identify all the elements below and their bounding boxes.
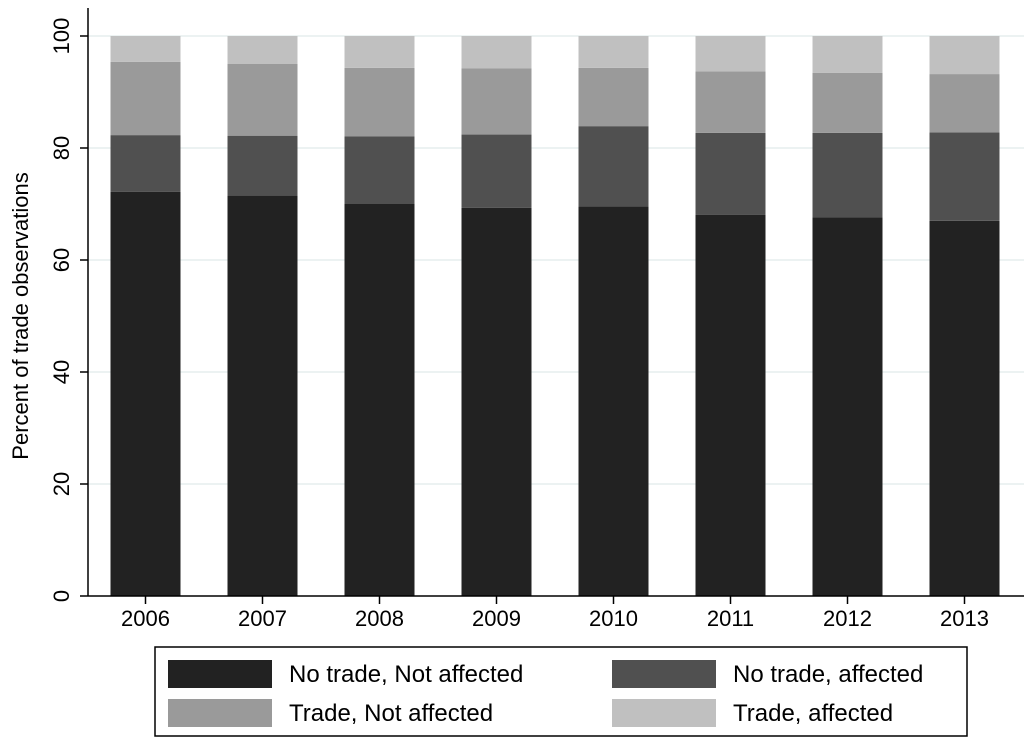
bar-segment-2009-series-1 (461, 207, 532, 597)
y-tick-label: 60 (49, 248, 74, 272)
bar-segment-2010-series-1 (578, 206, 649, 597)
bar-segment-2007-series-3 (227, 64, 298, 136)
bar-segment-2007-series-4 (227, 36, 298, 64)
bar-segment-2010-series-4 (578, 36, 649, 68)
bars (110, 36, 1000, 597)
bar-segment-2011-series-1 (695, 214, 766, 596)
bar-segment-2006-series-1 (110, 191, 181, 596)
y-tick-label: 80 (49, 136, 74, 160)
bar-segment-2009-series-4 (461, 36, 532, 69)
bar-segment-2009-series-3 (461, 68, 532, 135)
bar-segment-2012-series-4 (812, 36, 883, 73)
x-tick-label: 2010 (589, 606, 638, 631)
bar-segment-2010-series-3 (578, 67, 649, 127)
x-tick-label: 2012 (823, 606, 872, 631)
legend-label-2: No trade, affected (733, 661, 923, 688)
bar-segment-2011-series-2 (695, 132, 766, 215)
bar-segment-2011-series-3 (695, 71, 766, 133)
y-ticks: 0 20 40 60 80 100 (49, 18, 88, 602)
bar-segment-2008-series-3 (344, 67, 415, 137)
bar-segment-2013-series-2 (929, 132, 1000, 221)
bar-segment-2008-series-4 (344, 36, 415, 68)
bar-segment-2012-series-1 (812, 217, 883, 596)
bar-segment-2006-series-2 (110, 135, 181, 192)
bar-segment-2008-series-1 (344, 204, 415, 596)
legend-swatch-1 (168, 660, 272, 688)
x-tick-label: 2009 (472, 606, 521, 631)
legend-swatch-4 (612, 699, 716, 727)
legend-swatch-2 (612, 660, 716, 688)
x-tick-label: 2006 (121, 606, 170, 631)
bar-segment-2007-series-1 (227, 195, 298, 596)
y-tick-label: 100 (49, 18, 74, 55)
bar-segment-2012-series-2 (812, 132, 883, 218)
legend: No trade, Not affected No trade, affected… (154, 646, 968, 737)
bar-segment-2013-series-1 (929, 220, 1000, 597)
bar-segment-2006-series-4 (110, 36, 181, 62)
legend-label-4: Trade, affected (733, 700, 893, 727)
legend-swatch-3 (168, 699, 272, 727)
legend-label-3: Trade, Not affected (289, 700, 493, 727)
y-tick-label: 20 (49, 472, 74, 496)
bar-segment-2008-series-2 (344, 136, 415, 204)
bar-segment-2007-series-2 (227, 135, 298, 196)
x-tick-label: 2011 (707, 606, 754, 631)
bar-segment-2013-series-4 (929, 36, 1000, 75)
y-tick-label: 0 (49, 590, 74, 602)
y-tick-label: 40 (49, 360, 74, 384)
x-ticks: 2006 2007 2008 2009 2010 2011 2012 2013 (121, 596, 989, 631)
bar-segment-2009-series-2 (461, 134, 532, 208)
legend-box (154, 646, 968, 737)
x-tick-label: 2008 (355, 606, 404, 631)
x-tick-label: 2007 (238, 606, 287, 631)
bar-segment-2011-series-4 (695, 36, 766, 72)
x-tick-label: 2013 (940, 606, 989, 631)
bar-segment-2012-series-3 (812, 72, 883, 133)
bar-segment-2013-series-3 (929, 74, 1000, 133)
bar-segment-2006-series-3 (110, 61, 181, 136)
bar-segment-2010-series-2 (578, 126, 649, 207)
y-axis-label: Percent of trade observations (8, 172, 33, 459)
legend-label-1: No trade, Not affected (289, 661, 523, 688)
